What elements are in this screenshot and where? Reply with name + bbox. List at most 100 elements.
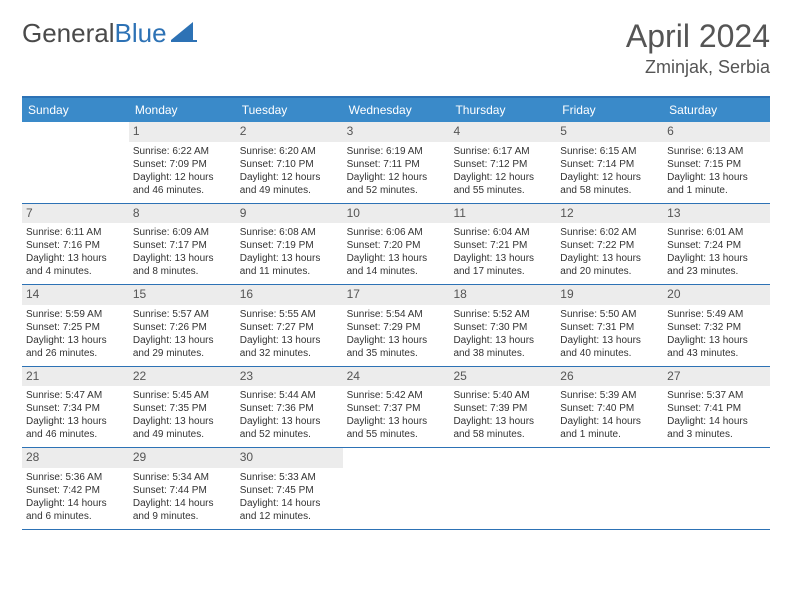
sunrise-text: Sunrise: 5:34 AM — [133, 471, 232, 484]
logo-text-2: Blue — [115, 18, 167, 49]
day-cell: 5Sunrise: 6:15 AMSunset: 7:14 PMDaylight… — [556, 122, 663, 203]
logo-sail-icon — [171, 18, 197, 49]
day-number — [663, 448, 770, 468]
sunrise-text: Sunrise: 5:42 AM — [347, 389, 446, 402]
page-header: GeneralBlue April 2024 Zminjak, Serbia — [22, 18, 770, 78]
sunrise-text: Sunrise: 6:01 AM — [667, 226, 766, 239]
week-row: 1Sunrise: 6:22 AMSunset: 7:09 PMDaylight… — [22, 122, 770, 204]
sunset-text: Sunset: 7:24 PM — [667, 239, 766, 252]
daylight-text: Daylight: 12 hours and 52 minutes. — [347, 171, 446, 197]
sunrise-text: Sunrise: 5:37 AM — [667, 389, 766, 402]
title-block: April 2024 Zminjak, Serbia — [626, 18, 770, 78]
daylight-text: Daylight: 12 hours and 55 minutes. — [453, 171, 552, 197]
day-number: 8 — [129, 204, 236, 224]
day-number: 10 — [343, 204, 450, 224]
month-title: April 2024 — [626, 18, 770, 55]
sunset-text: Sunset: 7:19 PM — [240, 239, 339, 252]
sunset-text: Sunset: 7:30 PM — [453, 321, 552, 334]
day-cell — [22, 122, 129, 203]
sunset-text: Sunset: 7:35 PM — [133, 402, 232, 415]
sunrise-text: Sunrise: 5:52 AM — [453, 308, 552, 321]
day-cell: 22Sunrise: 5:45 AMSunset: 7:35 PMDayligh… — [129, 367, 236, 448]
sunset-text: Sunset: 7:44 PM — [133, 484, 232, 497]
sunrise-text: Sunrise: 5:39 AM — [560, 389, 659, 402]
day-header: Sunday — [22, 98, 129, 122]
day-cell: 27Sunrise: 5:37 AMSunset: 7:41 PMDayligh… — [663, 367, 770, 448]
day-number: 6 — [663, 122, 770, 142]
week-row: 21Sunrise: 5:47 AMSunset: 7:34 PMDayligh… — [22, 367, 770, 449]
daylight-text: Daylight: 14 hours and 6 minutes. — [26, 497, 125, 523]
day-cell: 9Sunrise: 6:08 AMSunset: 7:19 PMDaylight… — [236, 204, 343, 285]
daylight-text: Daylight: 12 hours and 49 minutes. — [240, 171, 339, 197]
day-cell: 17Sunrise: 5:54 AMSunset: 7:29 PMDayligh… — [343, 285, 450, 366]
daylight-text: Daylight: 12 hours and 46 minutes. — [133, 171, 232, 197]
sunrise-text: Sunrise: 5:49 AM — [667, 308, 766, 321]
daylight-text: Daylight: 13 hours and 8 minutes. — [133, 252, 232, 278]
sunset-text: Sunset: 7:10 PM — [240, 158, 339, 171]
sunrise-text: Sunrise: 5:40 AM — [453, 389, 552, 402]
logo: GeneralBlue — [22, 18, 197, 49]
sunrise-text: Sunrise: 6:09 AM — [133, 226, 232, 239]
sunset-text: Sunset: 7:15 PM — [667, 158, 766, 171]
sunrise-text: Sunrise: 5:47 AM — [26, 389, 125, 402]
day-cell: 6Sunrise: 6:13 AMSunset: 7:15 PMDaylight… — [663, 122, 770, 203]
day-number: 3 — [343, 122, 450, 142]
sunset-text: Sunset: 7:31 PM — [560, 321, 659, 334]
day-number: 9 — [236, 204, 343, 224]
day-cell: 8Sunrise: 6:09 AMSunset: 7:17 PMDaylight… — [129, 204, 236, 285]
day-cell: 12Sunrise: 6:02 AMSunset: 7:22 PMDayligh… — [556, 204, 663, 285]
sunrise-text: Sunrise: 6:20 AM — [240, 145, 339, 158]
daylight-text: Daylight: 14 hours and 9 minutes. — [133, 497, 232, 523]
sunset-text: Sunset: 7:36 PM — [240, 402, 339, 415]
day-header: Monday — [129, 98, 236, 122]
sunset-text: Sunset: 7:21 PM — [453, 239, 552, 252]
day-cell: 3Sunrise: 6:19 AMSunset: 7:11 PMDaylight… — [343, 122, 450, 203]
day-number: 4 — [449, 122, 556, 142]
daylight-text: Daylight: 13 hours and 52 minutes. — [240, 415, 339, 441]
sunset-text: Sunset: 7:27 PM — [240, 321, 339, 334]
sunset-text: Sunset: 7:09 PM — [133, 158, 232, 171]
sunset-text: Sunset: 7:20 PM — [347, 239, 446, 252]
day-header-row: Sunday Monday Tuesday Wednesday Thursday… — [22, 98, 770, 122]
daylight-text: Daylight: 13 hours and 26 minutes. — [26, 334, 125, 360]
daylight-text: Daylight: 13 hours and 1 minute. — [667, 171, 766, 197]
sunset-text: Sunset: 7:12 PM — [453, 158, 552, 171]
sunrise-text: Sunrise: 6:22 AM — [133, 145, 232, 158]
sunset-text: Sunset: 7:32 PM — [667, 321, 766, 334]
sunrise-text: Sunrise: 5:55 AM — [240, 308, 339, 321]
day-cell: 26Sunrise: 5:39 AMSunset: 7:40 PMDayligh… — [556, 367, 663, 448]
day-number: 28 — [22, 448, 129, 468]
day-cell: 10Sunrise: 6:06 AMSunset: 7:20 PMDayligh… — [343, 204, 450, 285]
sunset-text: Sunset: 7:42 PM — [26, 484, 125, 497]
daylight-text: Daylight: 13 hours and 38 minutes. — [453, 334, 552, 360]
sunset-text: Sunset: 7:29 PM — [347, 321, 446, 334]
day-cell: 15Sunrise: 5:57 AMSunset: 7:26 PMDayligh… — [129, 285, 236, 366]
day-number — [22, 122, 129, 142]
day-number: 27 — [663, 367, 770, 387]
day-cell — [343, 448, 450, 529]
day-cell: 13Sunrise: 6:01 AMSunset: 7:24 PMDayligh… — [663, 204, 770, 285]
sunset-text: Sunset: 7:25 PM — [26, 321, 125, 334]
daylight-text: Daylight: 13 hours and 46 minutes. — [26, 415, 125, 441]
day-header: Friday — [556, 98, 663, 122]
daylight-text: Daylight: 13 hours and 17 minutes. — [453, 252, 552, 278]
daylight-text: Daylight: 13 hours and 55 minutes. — [347, 415, 446, 441]
day-number: 1 — [129, 122, 236, 142]
week-row: 7Sunrise: 6:11 AMSunset: 7:16 PMDaylight… — [22, 204, 770, 286]
day-number: 14 — [22, 285, 129, 305]
day-number — [556, 448, 663, 468]
day-cell: 11Sunrise: 6:04 AMSunset: 7:21 PMDayligh… — [449, 204, 556, 285]
daylight-text: Daylight: 13 hours and 20 minutes. — [560, 252, 659, 278]
day-cell: 24Sunrise: 5:42 AMSunset: 7:37 PMDayligh… — [343, 367, 450, 448]
daylight-text: Daylight: 13 hours and 14 minutes. — [347, 252, 446, 278]
day-number: 25 — [449, 367, 556, 387]
day-header: Thursday — [449, 98, 556, 122]
location-label: Zminjak, Serbia — [626, 57, 770, 78]
day-cell: 14Sunrise: 5:59 AMSunset: 7:25 PMDayligh… — [22, 285, 129, 366]
day-cell: 7Sunrise: 6:11 AMSunset: 7:16 PMDaylight… — [22, 204, 129, 285]
day-cell: 2Sunrise: 6:20 AMSunset: 7:10 PMDaylight… — [236, 122, 343, 203]
daylight-text: Daylight: 13 hours and 40 minutes. — [560, 334, 659, 360]
day-number: 23 — [236, 367, 343, 387]
sunrise-text: Sunrise: 5:50 AM — [560, 308, 659, 321]
sunset-text: Sunset: 7:41 PM — [667, 402, 766, 415]
